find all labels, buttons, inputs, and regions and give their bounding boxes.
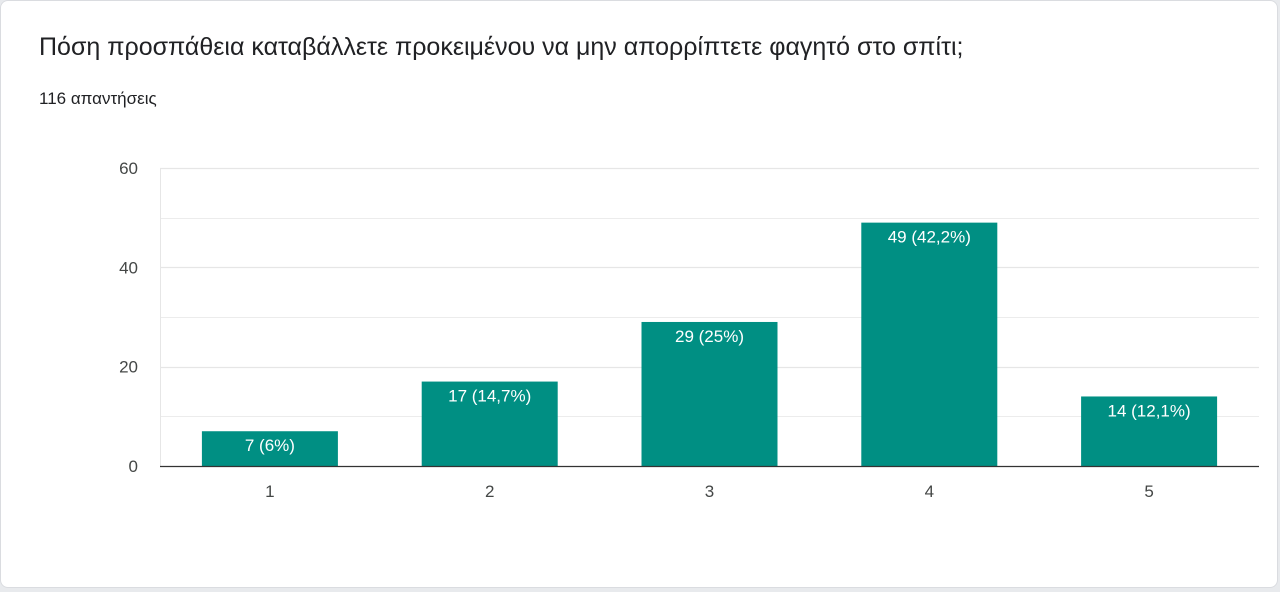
- axes: [160, 168, 1259, 468]
- bar: [201, 431, 338, 466]
- bar-data-label: 29 (25%): [675, 327, 744, 346]
- bar: [641, 321, 778, 466]
- x-tick-label: 5: [1144, 482, 1153, 501]
- bar-data-label: 49 (42,2%): [888, 228, 971, 247]
- x-tick-label: 1: [265, 482, 274, 501]
- question-title: Πόση προσπάθεια καταβάλλετε προκειμένου …: [39, 33, 964, 61]
- bar-data-label: 14 (12,1%): [1108, 401, 1191, 420]
- x-tick-label: 2: [485, 482, 494, 501]
- y-tick-label: 20: [119, 358, 138, 377]
- bar: [421, 381, 558, 466]
- gridlines: [160, 167, 1259, 417]
- x-tick-label: 3: [705, 482, 714, 501]
- labels: 0 20 40 60 7 (6%) 1 17 (14,7%) 2 29 (25%) 3 49 (42…: [119, 159, 1191, 501]
- y-tick-label: 40: [119, 258, 138, 277]
- bar-data-label: 17 (14,7%): [448, 387, 531, 406]
- response-count: 116 απαντήσεις: [39, 89, 157, 108]
- y-tick-label: 0: [129, 457, 138, 476]
- bars: [201, 222, 1218, 466]
- x-tick-label: 4: [925, 482, 934, 501]
- y-tick-label: 60: [119, 159, 138, 178]
- bar-data-label: 7 (6%): [245, 436, 295, 455]
- bar: [861, 222, 998, 466]
- bar: [1081, 396, 1218, 466]
